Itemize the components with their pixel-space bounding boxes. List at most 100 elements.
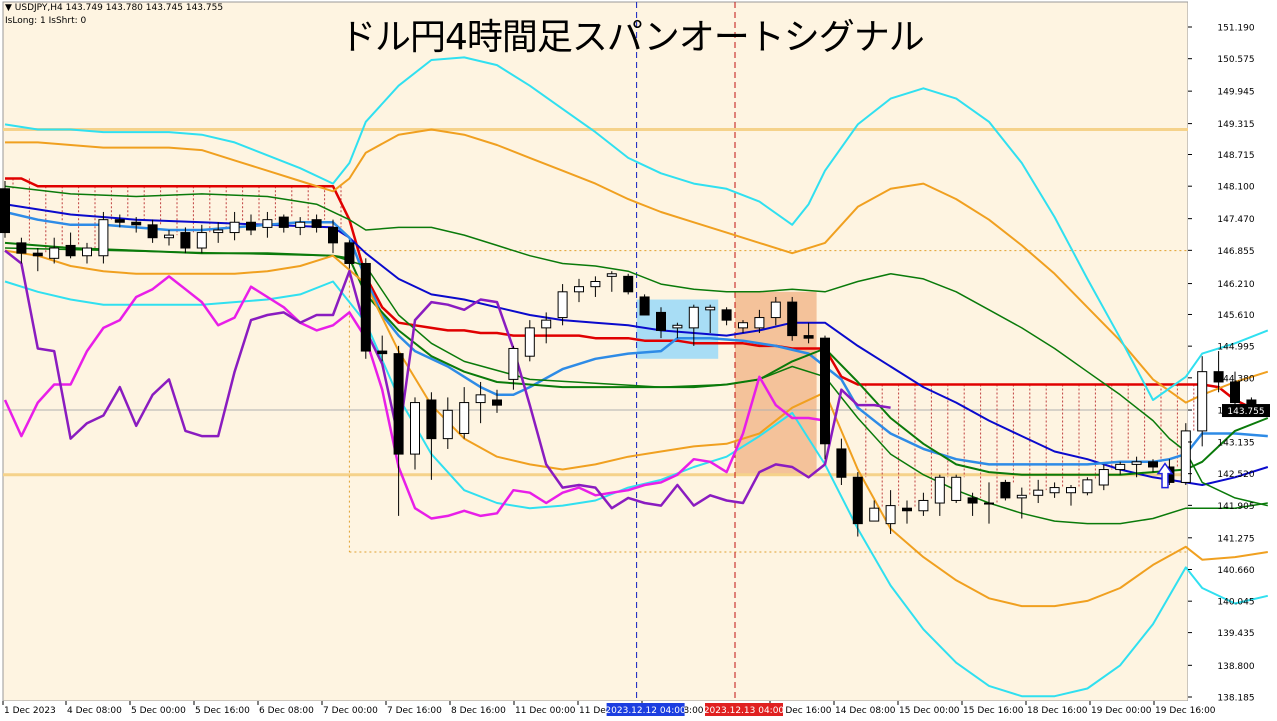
candle [705,304,716,334]
darkgreen_cloud-lower [4,247,1268,525]
candle [902,500,912,524]
candle [557,284,568,326]
symbol-info: ▼ USDJPY,H4 143.749 143.780 143.745 143.… [5,3,224,13]
candle-body [951,476,962,501]
candle [295,217,306,236]
price-axis [1188,0,1277,721]
date-tag [705,703,783,716]
candle [541,312,552,344]
signal-info: IsLong: 1 IsShrt: 0 [5,16,87,26]
candle-body [114,219,125,223]
candle [262,211,273,238]
y-tick-label: 149.945 [1217,88,1254,98]
candle-body [344,242,355,264]
candle-body [311,219,322,228]
candle-body [295,221,306,228]
candle [1098,464,1109,491]
x-tick-label: 14 Dec 08:00 [835,706,896,716]
y-tick-label: 140.660 [1217,566,1254,576]
y-tick-label: 151.190 [1217,24,1254,34]
candle [1230,371,1240,406]
candle-body [623,275,634,293]
candle-body [1230,381,1240,404]
candle [967,492,978,516]
x-tick-label: 7 Dec 00:00 [323,706,378,716]
candle-body [934,476,945,504]
candle [918,492,929,516]
candle-body [656,311,666,331]
candle-body [196,232,207,249]
candle [508,345,519,390]
darkgreen_cloud [4,185,1268,507]
candle [852,472,863,537]
candle-body [393,353,404,455]
y-tick-label: 147.470 [1217,215,1254,225]
candle-body [147,224,158,239]
candle-body [557,291,568,319]
orange_lower [4,249,1268,608]
candle [623,273,634,295]
orange_upper [5,128,1269,404]
y-tick-label: 149.315 [1217,120,1254,130]
current-price-label: 143.755 [1227,407,1264,417]
candle-body [1213,371,1224,383]
candle [98,211,109,264]
candle-body [180,232,191,249]
candle [524,320,535,362]
candle-body [229,221,240,234]
candle-body [918,499,929,512]
x-tick-label: 5 Dec 00:00 [131,706,186,716]
candle-body [672,324,683,329]
x-tick-label: 7 Dec 16:00 [387,706,442,716]
candle [754,309,765,334]
x-tick-label: 11 Dec 00:00 [515,706,576,716]
candle [1148,459,1158,473]
candle-body [164,234,174,239]
current-price-tag [1222,404,1270,418]
candle [1115,461,1126,475]
y-tick-label: 140.045 [1217,598,1254,608]
x-tick-label: 5 Dec 16:00 [195,706,250,716]
candle-body [1148,461,1158,468]
candle-body [524,327,535,357]
candle [770,296,781,326]
y-tick-label: 138.185 [1217,694,1254,704]
candle-body [1049,487,1060,494]
y-tick-label: 150.575 [1217,55,1254,65]
candle [492,389,502,413]
cyan_lower [4,280,1269,698]
y-tick-label: 145.610 [1217,311,1254,321]
red_line [5,177,1268,412]
candle [426,392,437,480]
candle-body [360,262,371,352]
candle-body [590,281,601,288]
candle [1000,479,1011,501]
y-tick-label: 142.520 [1217,470,1254,480]
candle [442,397,453,449]
x-tick-label: 1 Dec 2023 [4,706,56,716]
candle-body [1082,479,1093,494]
candle-body [442,409,453,440]
candle-body [377,350,388,355]
candle [885,490,896,534]
candle [869,500,880,522]
candle [738,320,748,334]
y-tick-label: 138.800 [1217,662,1254,672]
candle [803,322,814,344]
candle [1213,351,1224,393]
candle-body [1180,430,1191,483]
x-tick-label: 15 Dec 00:00 [899,706,960,716]
candle-body [1197,371,1208,432]
candle [311,214,322,233]
candle [836,438,847,486]
candle [196,224,207,254]
candle [65,232,76,259]
candle-body [1033,489,1044,496]
candle [213,222,224,243]
candle-body [738,322,748,329]
candle-body [16,242,27,254]
candle-body [721,309,732,321]
candle [656,307,666,339]
